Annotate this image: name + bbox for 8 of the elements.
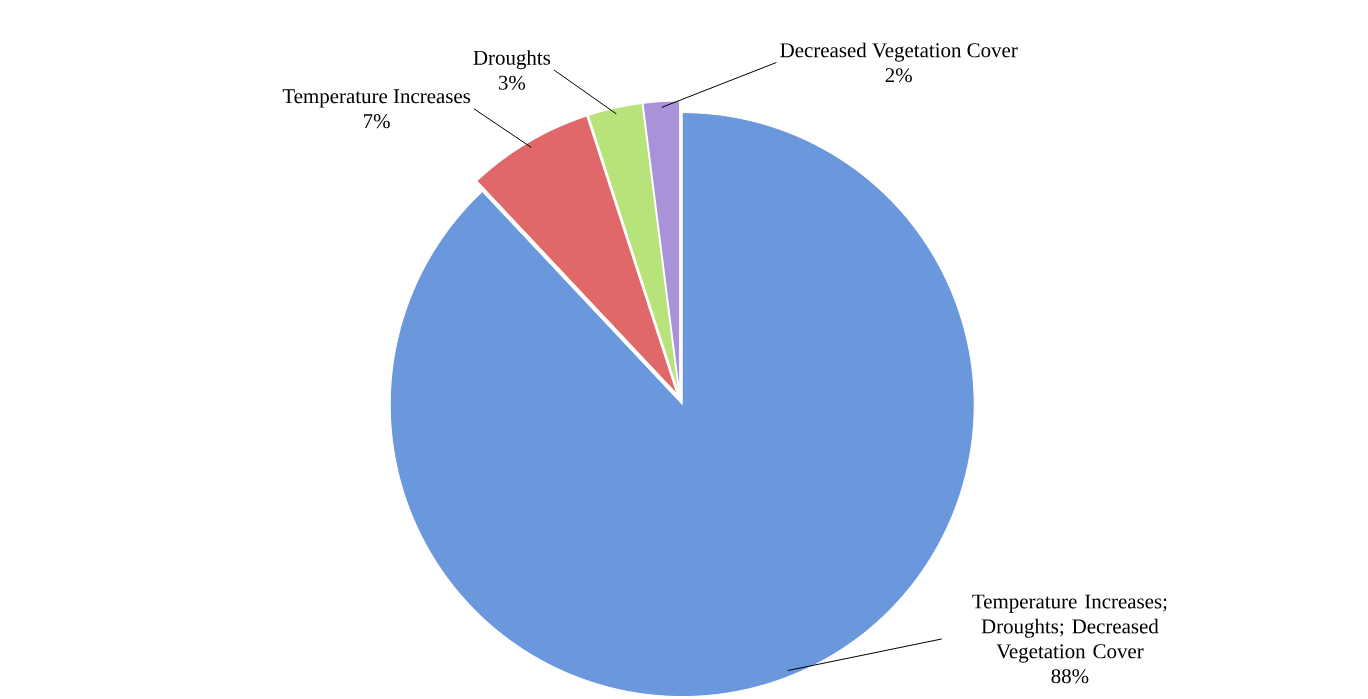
slice-label: Temperature Increases: [282, 89, 471, 108]
data-label: 3%: [498, 75, 526, 90]
data-label: 7%: [364, 114, 390, 129]
slice-label: Decreased Vegetation Cover: [780, 42, 1018, 62]
slice-label: Droughts: [473, 50, 551, 70]
slice-label: Temperature Increases; Droughts; Decreased Vegetation Cover: [972, 594, 1167, 663]
data-label: 2%: [885, 68, 912, 83]
data-label: 88%: [1051, 669, 1089, 684]
